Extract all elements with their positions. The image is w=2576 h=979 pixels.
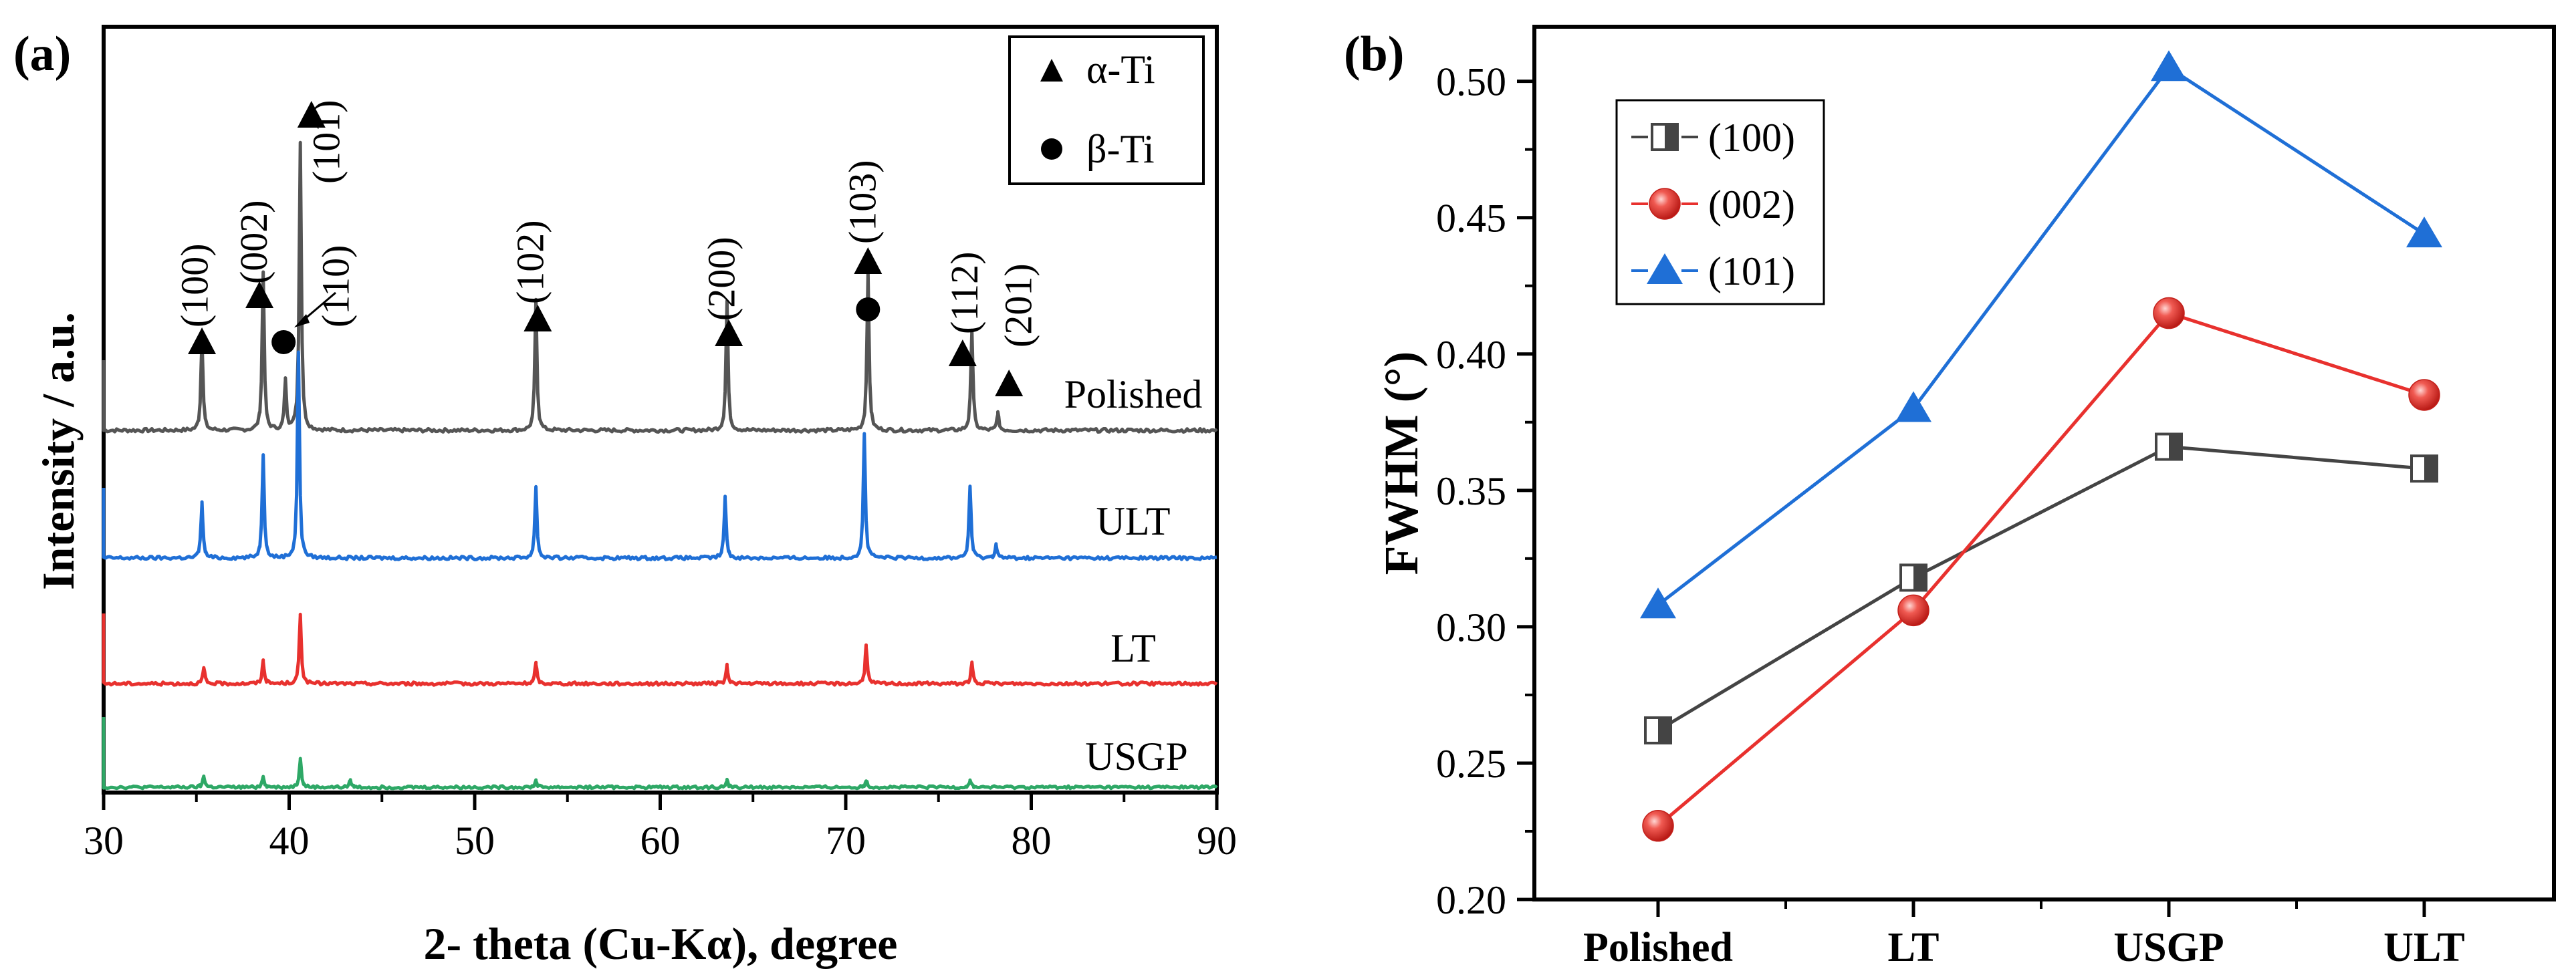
x-tick-label-60: 60 <box>640 819 681 863</box>
peak-label-103: (103) <box>840 160 884 244</box>
point-101-polished <box>1640 587 1676 619</box>
line-100 <box>1657 444 2425 732</box>
legend-alpha-ti: α-Ti <box>1086 47 1155 92</box>
panel-b-label: (b) <box>1344 27 1404 82</box>
point-002-usgp <box>2153 297 2185 329</box>
xrd-trace-usgp <box>102 717 1218 791</box>
point-002-ult <box>2408 379 2440 411</box>
point-101-lt <box>1895 391 1931 422</box>
point-100-lt <box>1899 563 1927 592</box>
legend-marker-100 <box>1651 123 1679 151</box>
peak-label-102: (102) <box>509 220 552 304</box>
panel-b-y-axis: 0.20 0.25 0.30 0.35 0.40 0.45 0.50 <box>1436 60 1534 922</box>
point-002-polished <box>1642 810 1674 842</box>
y-tick-label-0.20: 0.20 <box>1436 878 1506 922</box>
alpha-ti-marker-101 <box>297 101 326 128</box>
panel-b-data-points <box>1640 50 2442 842</box>
x-tick-label-80: 80 <box>1012 819 1052 863</box>
alpha-ti-marker-112 <box>948 339 977 366</box>
beta-ti-marker-103 <box>856 297 881 321</box>
peak-label-200: (200) <box>700 237 743 321</box>
panel-a-x-axis: 30 40 50 60 70 80 90 <box>84 793 1237 863</box>
point-100-usgp-fill <box>2169 434 2182 460</box>
line-101 <box>1657 65 2426 607</box>
point-101-usgp <box>2151 50 2187 82</box>
panel-a-x-axis-title: 2- theta (Cu-Kα), degree <box>424 918 898 969</box>
peak-label-201: (201) <box>997 263 1040 347</box>
series-label-polished: Polished <box>1064 372 1203 416</box>
point-100-polished <box>1644 716 1672 744</box>
peak-110-arrow <box>304 291 336 321</box>
panel-b-fwhm-chart: (b) 0.20 0.25 0.30 0.35 0.40 0.45 0.50 Polishe… <box>1344 25 2556 970</box>
legend-label-002: (002) <box>1708 182 1795 227</box>
panel-a-phase-markers <box>188 101 1024 396</box>
y-tick-label-0.50: 0.50 <box>1436 60 1506 104</box>
panel-a-label: (a) <box>13 27 71 82</box>
triangle-icon <box>1040 59 1063 82</box>
category-label-ult: ULT <box>2383 925 2465 970</box>
series-label-ult: ULT <box>1096 499 1170 543</box>
y-tick-label-0.35: 0.35 <box>1436 469 1506 513</box>
panel-b-legend: (100) (002) (101) <box>1615 99 1825 305</box>
panel-a-xrd-chart: (a) 30 40 50 60 70 80 90 (100)(002)(101)(110)(… <box>13 25 1237 969</box>
category-label-usgp: USGP <box>2113 925 2224 970</box>
xrd-trace-ult <box>102 350 1217 561</box>
panel-b-x-axis: Polished LT USGP ULT <box>1583 899 2465 970</box>
category-label-polished: Polished <box>1583 925 1733 970</box>
peak-label-112: (112) <box>943 252 986 334</box>
panel-b-y-axis-title: FWHM (°) <box>1375 352 1428 575</box>
y-tick-label-0.40: 0.40 <box>1436 333 1506 377</box>
panel-a-legend: α-Ti β-Ti <box>1008 35 1205 185</box>
legend-marker-100-fill <box>1665 124 1677 150</box>
xrd-trace-polished <box>102 140 1218 434</box>
panel-a-legend-box <box>1008 35 1205 185</box>
panel-a-y-axis-title: Intensity / a.u. <box>33 312 84 590</box>
x-tick-label-50: 50 <box>455 819 495 863</box>
category-label-lt: LT <box>1887 925 1939 970</box>
point-002-lt <box>1897 594 1929 627</box>
alpha-ti-marker-100 <box>188 327 217 354</box>
x-tick-label-90: 90 <box>1197 819 1237 863</box>
series-label-usgp: USGP <box>1085 734 1187 779</box>
circle-icon <box>1041 138 1062 160</box>
y-tick-label-0.25: 0.25 <box>1436 742 1506 786</box>
line-002 <box>1657 311 2425 827</box>
x-tick-label-30: 30 <box>84 819 124 863</box>
beta-ti-marker-110 <box>271 330 296 354</box>
point-100-ult-fill <box>2424 456 2437 482</box>
xrd-trace-lt <box>102 612 1218 687</box>
x-tick-label-40: 40 <box>269 819 310 863</box>
point-100-lt-fill <box>1913 565 1926 591</box>
point-100-ult <box>2410 454 2438 483</box>
y-tick-label-0.30: 0.30 <box>1436 605 1506 650</box>
point-100-polished-fill <box>1658 717 1671 743</box>
alpha-ti-marker-201 <box>995 370 1024 396</box>
y-tick-label-0.45: 0.45 <box>1436 196 1506 241</box>
point-101-ult <box>2406 217 2442 248</box>
legend-marker-101 <box>1647 253 1683 284</box>
peak-label-100: (100) <box>172 243 216 327</box>
series-label-lt: LT <box>1110 626 1156 670</box>
legend-label-101: (101) <box>1708 249 1795 293</box>
legend-label-100: (100) <box>1708 116 1795 160</box>
panel-b-series-lines <box>1657 65 2426 827</box>
alpha-ti-marker-002 <box>245 281 274 308</box>
panel-a-traces <box>102 140 1218 791</box>
alpha-ti-marker-102 <box>523 305 552 331</box>
panel-a-peak-labels: (100) (002) (101) (110) (102) (200) (103) (112)… <box>172 100 1040 347</box>
peak-label-002: (002) <box>232 200 275 284</box>
panel-b-plot-frame <box>1532 25 2556 901</box>
alpha-ti-marker-103 <box>854 247 883 274</box>
peak-label-101: (101) <box>304 100 348 184</box>
peak-110-arrowhead <box>294 314 310 327</box>
x-tick-label-70: 70 <box>826 819 866 863</box>
peak-label-110: (110) <box>314 245 357 327</box>
point-100-usgp <box>2155 432 2183 461</box>
legend-beta-ti: β-Ti <box>1086 127 1155 171</box>
legend-marker-002 <box>1649 188 1681 220</box>
alpha-ti-marker-200 <box>715 319 743 346</box>
panel-a-series-labels: Polished ULT LT USGP <box>1064 372 1203 779</box>
